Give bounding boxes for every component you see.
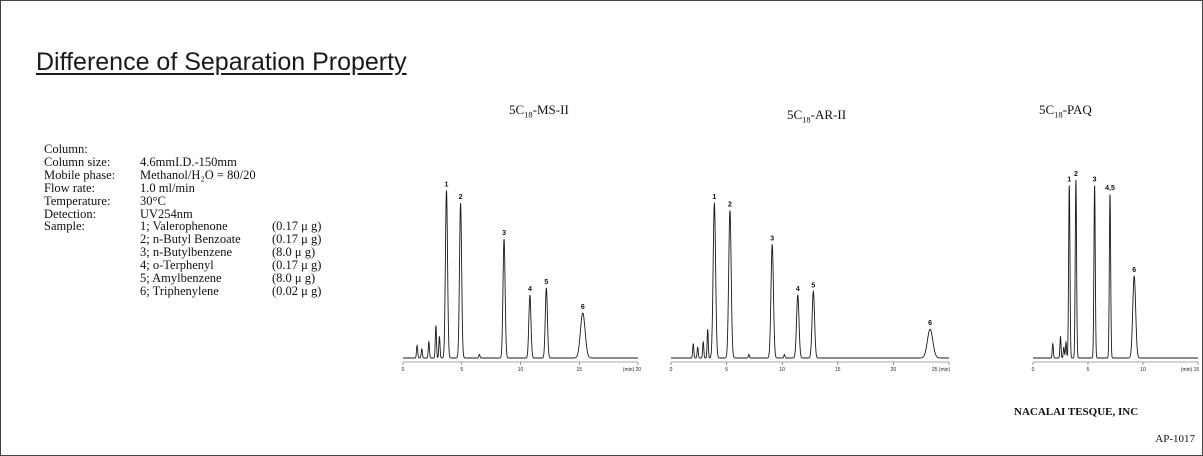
condition-value: 30°C [140, 193, 166, 208]
page-title: Difference of Separation Property [36, 48, 407, 76]
x-tick-label: 10 [1140, 367, 1146, 373]
column-title-paq: 5C18-PAQ [1039, 102, 1092, 120]
chromatogram-trace [403, 190, 638, 359]
sample-item: 6; Triphenylene (0.02 μ g) [140, 285, 321, 298]
sample-amount: (8.0 μ g) [272, 271, 316, 286]
document-number: AP-1017 [1155, 433, 1195, 445]
x-tick-label: 15 [835, 367, 841, 373]
sample-name: 6; Triphenylene [140, 283, 219, 298]
sample-item: 5; Amylbenzene (8.0 μ g) [140, 272, 321, 285]
peak-label: 4 [796, 286, 800, 293]
peak-label: 6 [581, 304, 585, 311]
condition-label: Detection: [44, 206, 97, 221]
x-tick-label: 20 [891, 367, 897, 373]
condition-value: UV254nm [140, 206, 193, 221]
column-title-suffix: -AR-II [810, 107, 847, 122]
column-title-subscript: 18 [802, 114, 811, 125]
sample-name: 1; Valerophenone [140, 219, 228, 234]
peak-label: 6 [1132, 267, 1136, 274]
peak-label: 3 [502, 230, 506, 237]
x-tick-label: 0 [402, 367, 405, 373]
condition-row: Column: [44, 143, 321, 156]
x-tick-label: 0 [670, 367, 673, 373]
condition-value: Methanol/H₂O = 80/20 [140, 167, 256, 182]
x-tick-label: 15 [576, 367, 582, 373]
condition-label: Mobile phase: [44, 167, 116, 182]
condition-row: Flow rate: 1.0 ml/min [44, 180, 321, 195]
sample-amount: (0.17 μ g) [272, 258, 322, 273]
condition-label: Sample: [44, 219, 85, 234]
chromatogram-trace [671, 201, 949, 359]
sample-item: 4; o-Terphenyl (0.17 μ g) [140, 259, 321, 272]
chromatogram-paq: 0 5 10 (min) 15 12 3 4,5 6 [1032, 171, 1200, 373]
column-title-suffix: -PAQ [1062, 102, 1092, 117]
x-tick-label: (min) 15 [1181, 367, 1200, 373]
peak-label: 1 [1067, 176, 1071, 183]
sample-name: 4; o-Terphenyl [140, 258, 214, 273]
x-tick-label: 5 [1087, 367, 1090, 373]
peak-label: 5 [811, 282, 815, 289]
x-tick-label: 5 [725, 367, 728, 373]
peak-label: 5 [544, 279, 548, 286]
x-tick-label: 5 [460, 367, 463, 373]
column-title-subscript: 18 [1054, 109, 1063, 120]
condition-row: Detection: UV254nm [44, 206, 321, 221]
peak-label: 2 [459, 194, 463, 201]
condition-value: 1.0 ml/min [140, 180, 195, 195]
column-title-ms-ii: 5C18-MS-II [509, 102, 569, 120]
condition-label: Column: [44, 142, 88, 156]
peak-label: 4 [528, 286, 532, 293]
condition-value: 4.6mmI.D.-150mm [140, 154, 237, 169]
sample-item: 3; n-Butylbenzene (8.0 μ g) [140, 246, 321, 259]
condition-row: Column size: 4.6mmI.D.-150mm [44, 156, 321, 169]
condition-label: Flow rate: [44, 180, 96, 195]
condition-row: Sample: 1; Valerophenone (0.17 μ g) 2; n… [44, 220, 321, 297]
column-title-prefix: 5C [509, 102, 525, 117]
sample-amount: (0.17 μ g) [272, 232, 322, 247]
sample-item: 1; Valerophenone (0.17 μ g) [140, 220, 321, 233]
x-tick-label: 10 [779, 367, 785, 373]
peak-label: 2 [1074, 171, 1078, 178]
condition-label: Temperature: [44, 193, 111, 208]
sample-item: 2; n-Butyl Benzoate (0.17 μ g) [140, 233, 321, 246]
chromatogram-ms-ii: 0 5 10 15 (min) 20 1 2 3 4 5 6 [402, 182, 642, 373]
column-title-prefix: 5C [787, 107, 803, 122]
condition-row: Mobile phase: Methanol/H₂O = 80/20 [44, 167, 321, 182]
column-title-ar-ii: 5C18-AR-II [787, 107, 846, 125]
peak-label: 6 [928, 320, 932, 327]
peak-label: 1 [712, 194, 716, 201]
peak-label: 4,5 [1105, 185, 1115, 192]
condition-row: Temperature: 30°C [44, 193, 321, 208]
chromatogram-ar-ii: 0 5 10 15 20 25 (min) 1 2 3 4 5 6 [670, 194, 951, 373]
sample-amount: (0.02 μ g) [272, 283, 322, 298]
sample-list: 1; Valerophenone (0.17 μ g) 2; n-Butyl B… [140, 220, 321, 297]
column-title-prefix: 5C [1039, 102, 1055, 117]
sample-name: 5; Amylbenzene [140, 271, 222, 286]
conditions-block: Column: Column size: 4.6mmI.D.-150mm Mob… [44, 143, 321, 298]
company-name: NACALAI TESQUE, INC [1014, 406, 1139, 418]
x-tick-label: 25 (min) [932, 367, 951, 373]
x-tick-label: 10 [518, 367, 524, 373]
peak-label: 1 [445, 182, 449, 189]
chromatogram-trace [1033, 179, 1198, 359]
sample-name: 3; n-Butylbenzene [140, 245, 232, 260]
sample-name: 2; n-Butyl Benzoate [140, 232, 241, 247]
peak-label: 2 [728, 201, 732, 208]
x-tick-label: (min) 20 [623, 367, 642, 373]
sample-amount: (0.17 μ g) [272, 219, 322, 234]
sample-amount: (8.0 μ g) [272, 245, 316, 260]
x-tick-label: 0 [1032, 367, 1035, 373]
column-title-suffix: -MS-II [532, 102, 569, 117]
condition-label: Column size: [44, 154, 111, 169]
peak-label: 3 [1093, 176, 1097, 183]
peak-label: 3 [770, 236, 774, 243]
column-title-subscript: 18 [524, 109, 533, 120]
